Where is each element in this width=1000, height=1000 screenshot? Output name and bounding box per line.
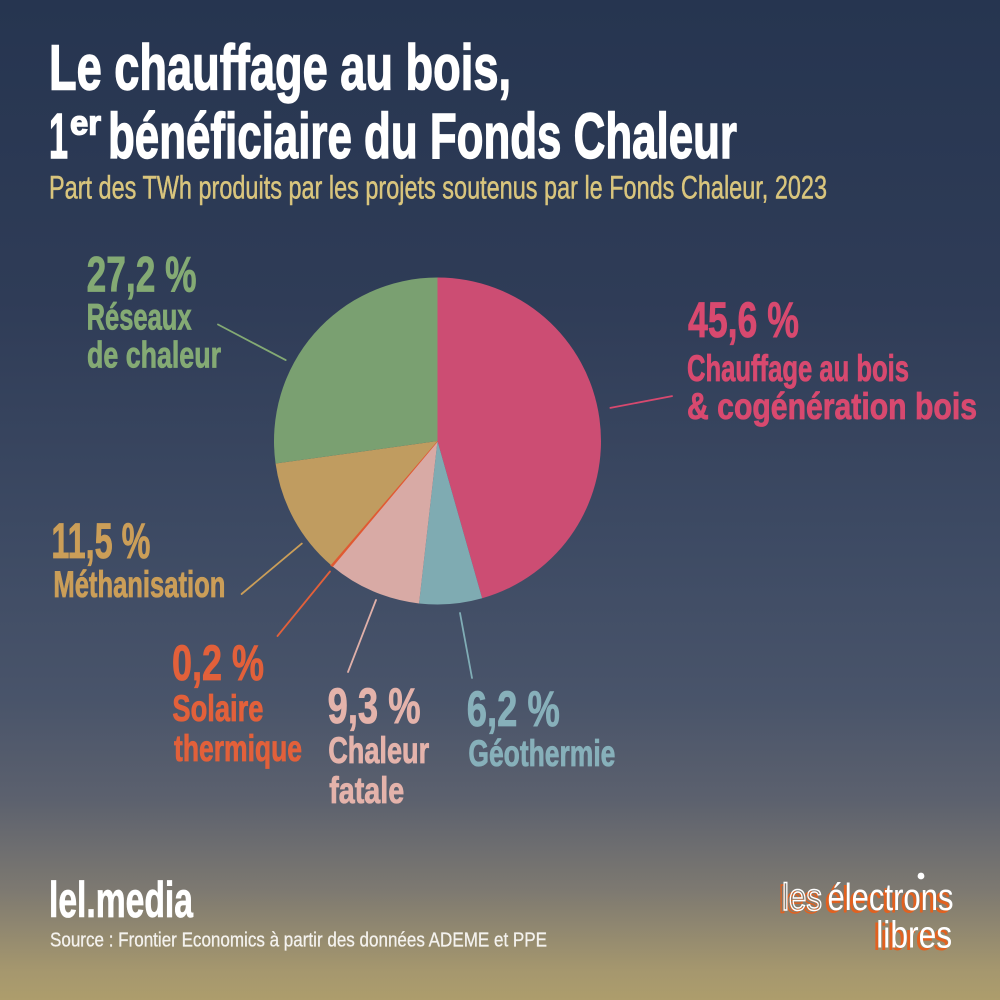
svg-text:6,2 %: 6,2 % <box>467 681 560 737</box>
svg-text:lel.media: lel.media <box>49 872 194 928</box>
svg-text:& cogénération bois: & cogénération bois <box>687 386 977 427</box>
svg-text:er: er <box>70 105 101 143</box>
svg-text:libres: libres <box>873 917 949 959</box>
svg-text:les: les <box>779 880 819 922</box>
svg-text:électrons: électrons <box>828 877 954 919</box>
svg-text:Géothermie: Géothermie <box>468 733 615 774</box>
svg-text:Part des TWh produits par les: Part des TWh produits par les projets so… <box>49 170 827 206</box>
svg-text:Chaleur: Chaleur <box>328 730 429 771</box>
svg-text:Réseaux: Réseaux <box>87 297 192 338</box>
svg-text:de chaleur: de chaleur <box>87 334 221 375</box>
svg-text:0,2 %: 0,2 % <box>172 635 264 691</box>
svg-text:Méthanisation: Méthanisation <box>53 564 225 605</box>
svg-text:les: les <box>782 877 822 919</box>
svg-text:Chauffage au bois: Chauffage au bois <box>687 348 909 389</box>
svg-text:27,2 %: 27,2 % <box>87 247 197 303</box>
svg-text:fatale: fatale <box>329 770 404 811</box>
svg-text:électrons: électrons <box>825 880 951 922</box>
svg-text:11,5 %: 11,5 % <box>51 513 150 569</box>
svg-text:Solaire: Solaire <box>172 688 263 729</box>
svg-text:45,6 %: 45,6 % <box>688 292 799 348</box>
svg-text:bénéficiaire du Fonds Chaleur: bénéficiaire du Fonds Chaleur <box>108 100 737 172</box>
svg-text:9,3 %: 9,3 % <box>328 678 421 734</box>
svg-text:thermique: thermique <box>174 728 302 769</box>
svg-text:Source : Frontier Economics à: Source : Frontier Economics à partir des… <box>50 930 547 952</box>
svg-text:1: 1 <box>49 100 68 172</box>
svg-text:libres: libres <box>876 915 952 957</box>
svg-text:Le chauffage au bois,: Le chauffage au bois, <box>49 32 511 104</box>
